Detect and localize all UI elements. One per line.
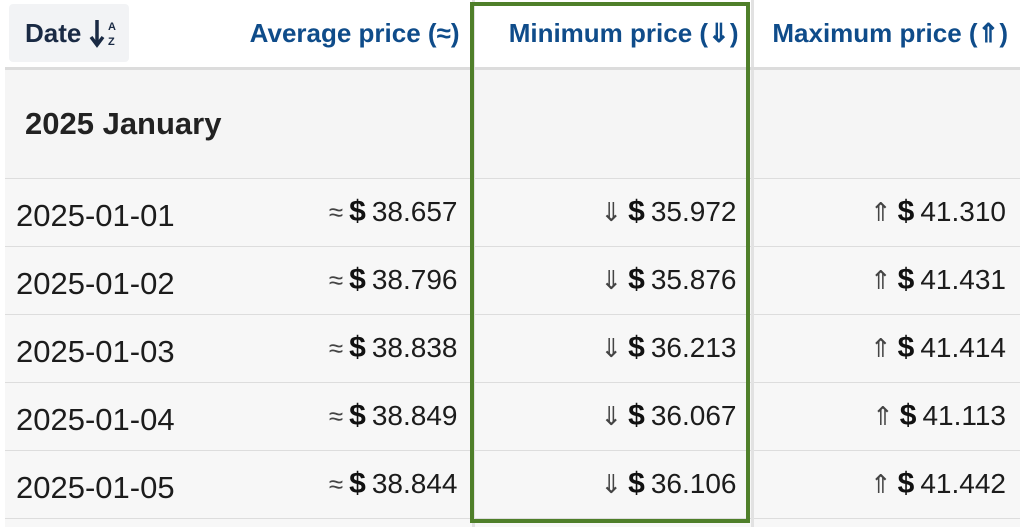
approx-icon: ≈ bbox=[328, 197, 344, 227]
group-empty-cell bbox=[750, 68, 1020, 179]
maximum-price-value: 41.310 bbox=[920, 196, 1006, 227]
price-table: Date A Z Average price (≈) Minimum price… bbox=[5, 0, 1020, 527]
maximum-price-value: 41.414 bbox=[920, 332, 1006, 363]
arrow-up-double-icon: ⇑ bbox=[869, 265, 892, 295]
table-row: 2025-01-01 ≈ $38.657 ⇓ $35.972 ⇑ $41.310 bbox=[5, 178, 1020, 247]
minimum-price-value: 36.106 bbox=[650, 468, 737, 499]
column-header-maximum[interactable]: Maximum price (⇑) bbox=[750, 0, 1020, 70]
average-price-value: 38.838 bbox=[371, 332, 458, 363]
arrow-up-double-icon: ⇑ bbox=[869, 469, 892, 499]
average-price-value: 38.657 bbox=[371, 196, 458, 227]
minimum-price-cell: ⇓ $36.067 bbox=[471, 382, 752, 451]
currency-symbol: $ bbox=[897, 195, 915, 228]
minimum-price-cell: ⇓ $35.972 bbox=[471, 178, 752, 247]
group-label: 2025 January bbox=[5, 68, 473, 179]
average-price-cell: ≈ $38.844 bbox=[220, 450, 473, 519]
arrow-down-double-icon: ⇓ bbox=[600, 469, 623, 499]
sort-by-date-button[interactable]: Date A Z bbox=[9, 4, 130, 63]
average-price-cell: ≈ $38.796 bbox=[220, 246, 473, 315]
date-cell: 2025-01-01 bbox=[5, 178, 220, 247]
maximum-price-cell: ⇑ $41.431 bbox=[750, 246, 1020, 315]
average-price-value: 38.844 bbox=[371, 468, 458, 499]
date-cell: 2025-01-05 bbox=[5, 450, 220, 519]
partial-cell bbox=[5, 518, 220, 527]
currency-symbol: $ bbox=[349, 195, 366, 228]
column-header-average[interactable]: Average price (≈) bbox=[220, 0, 473, 70]
currency-symbol: $ bbox=[628, 195, 645, 228]
group-row: 2025 January bbox=[5, 68, 1020, 179]
maximum-price-cell: ⇑ $41.310 bbox=[750, 178, 1020, 247]
maximum-price-value: 41.442 bbox=[920, 468, 1006, 499]
arrow-up-double-icon: ⇑ bbox=[869, 197, 892, 227]
arrow-down-double-icon: ⇓ bbox=[600, 265, 623, 295]
table-row: 2025-01-03 ≈ $38.838 ⇓ $36.213 ⇑ $41.414 bbox=[5, 314, 1020, 383]
currency-symbol: $ bbox=[897, 467, 915, 500]
column-header-date-label: Date bbox=[25, 17, 82, 48]
approx-icon: ≈ bbox=[328, 333, 344, 363]
maximum-price-value: 41.113 bbox=[922, 400, 1006, 431]
date-cell: 2025-01-04 bbox=[5, 382, 220, 451]
table-body: 2025 January 2025-01-01 ≈ $38.657 ⇓ $35.97… bbox=[5, 68, 1020, 527]
arrow-down-double-icon: ⇓ bbox=[600, 333, 623, 363]
table-row: 2025-01-05 ≈ $38.844 ⇓ $36.106 ⇑ $41.442 bbox=[5, 450, 1020, 519]
currency-symbol: $ bbox=[349, 399, 366, 432]
maximum-price-value: 41.431 bbox=[920, 264, 1006, 295]
average-price-cell: ≈ $38.849 bbox=[220, 382, 473, 451]
approx-icon: ≈ bbox=[328, 265, 344, 295]
average-price-cell: ≈ $38.657 bbox=[220, 178, 473, 247]
column-header-date: Date A Z bbox=[5, 0, 220, 70]
svg-text:A: A bbox=[108, 21, 116, 33]
minimum-price-value: 35.972 bbox=[650, 196, 737, 227]
average-price-value: 38.849 bbox=[371, 400, 458, 431]
date-cell: 2025-01-02 bbox=[5, 246, 220, 315]
date-cell: 2025-01-03 bbox=[5, 314, 220, 383]
partial-cell bbox=[220, 518, 473, 527]
average-price-cell: ≈ $38.838 bbox=[220, 314, 473, 383]
partial-cell bbox=[750, 518, 1020, 527]
currency-symbol: $ bbox=[897, 331, 915, 364]
sort-az-down-icon: A Z bbox=[89, 20, 116, 48]
minimum-price-value: 35.876 bbox=[650, 264, 737, 295]
table-row-partial bbox=[5, 518, 1020, 527]
minimum-price-value: 36.067 bbox=[650, 400, 737, 431]
table-row: 2025-01-04 ≈ $38.849 ⇓ $36.067 ⇑ $41.113 bbox=[5, 382, 1020, 451]
currency-symbol: $ bbox=[897, 263, 915, 296]
minimum-price-value: 36.213 bbox=[650, 332, 737, 363]
maximum-price-cell: ⇑ $41.442 bbox=[750, 450, 1020, 519]
currency-symbol: $ bbox=[349, 331, 366, 364]
column-header-minimum[interactable]: Minimum price (⇓) bbox=[471, 0, 752, 70]
maximum-price-cell: ⇑ $41.113 bbox=[750, 382, 1020, 451]
minimum-price-cell: ⇓ $35.876 bbox=[471, 246, 752, 315]
table-row: 2025-01-02 ≈ $38.796 ⇓ $35.876 ⇑ $41.431 bbox=[5, 246, 1020, 315]
arrow-up-double-icon: ⇑ bbox=[871, 401, 894, 431]
currency-symbol: $ bbox=[349, 467, 366, 500]
currency-symbol: $ bbox=[628, 263, 645, 296]
currency-symbol: $ bbox=[899, 399, 917, 432]
currency-symbol: $ bbox=[628, 331, 645, 364]
minimum-price-cell: ⇓ $36.213 bbox=[471, 314, 752, 383]
group-empty-cell bbox=[471, 68, 752, 179]
average-price-value: 38.796 bbox=[371, 264, 458, 295]
currency-symbol: $ bbox=[628, 467, 645, 500]
maximum-price-cell: ⇑ $41.414 bbox=[750, 314, 1020, 383]
partial-cell bbox=[471, 518, 752, 527]
arrow-down-double-icon: ⇓ bbox=[600, 197, 623, 227]
arrow-up-double-icon: ⇑ bbox=[869, 333, 892, 363]
minimum-price-cell: ⇓ $36.106 bbox=[471, 450, 752, 519]
table-header: Date A Z Average price (≈) Minimum price… bbox=[5, 0, 1020, 70]
approx-icon: ≈ bbox=[328, 469, 344, 499]
arrow-down-double-icon: ⇓ bbox=[600, 401, 623, 431]
currency-symbol: $ bbox=[628, 399, 645, 432]
currency-symbol: $ bbox=[349, 263, 366, 296]
svg-text:Z: Z bbox=[108, 36, 115, 48]
approx-icon: ≈ bbox=[328, 401, 344, 431]
